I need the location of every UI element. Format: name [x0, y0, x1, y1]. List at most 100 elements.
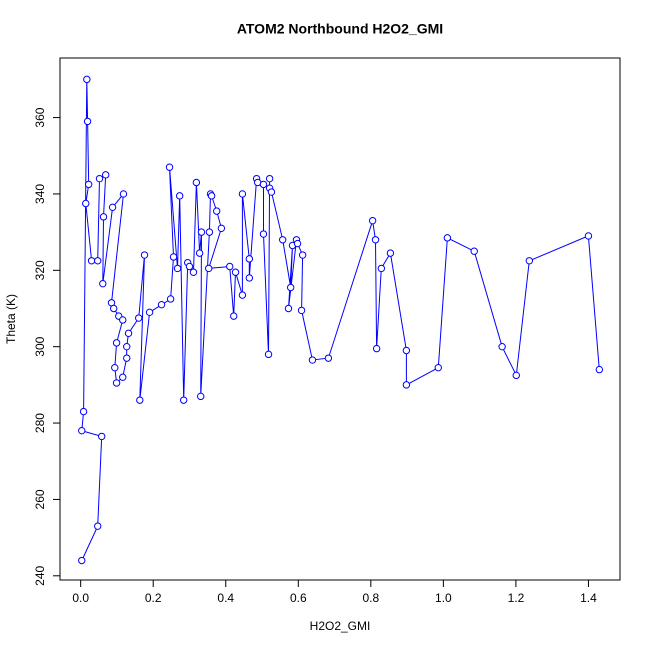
data-point — [207, 192, 216, 200]
y-tick-label: 300 — [33, 336, 47, 356]
data-point — [109, 304, 118, 313]
data-point — [82, 199, 90, 208]
data-point — [189, 268, 198, 276]
data-point — [212, 207, 221, 215]
x-tick-label: 0.0 — [72, 591, 89, 605]
data-point — [185, 262, 194, 271]
data-point — [99, 213, 108, 221]
data-point — [402, 381, 411, 389]
data-point — [298, 251, 307, 259]
data-point — [293, 239, 302, 248]
data-point — [377, 264, 386, 273]
data-point — [259, 230, 268, 238]
data-point — [372, 344, 381, 353]
data-point — [265, 174, 274, 183]
data-point — [169, 253, 178, 261]
y-axis-label: Theta (K) — [4, 294, 18, 344]
data-point — [368, 216, 377, 225]
data-point — [78, 556, 86, 565]
data-point — [136, 396, 144, 404]
data-point — [179, 396, 188, 404]
data-point — [297, 306, 306, 315]
data-line — [81, 79, 600, 561]
data-point — [443, 234, 452, 242]
data-point — [595, 365, 604, 374]
data-point — [112, 339, 121, 347]
data-point — [238, 291, 247, 299]
x-tick-label: 1.2 — [508, 591, 525, 605]
data-point — [434, 363, 442, 372]
plot-frame — [59, 57, 621, 581]
data-point — [402, 346, 411, 355]
data-point — [94, 257, 102, 265]
data-point — [119, 190, 128, 198]
data-point — [245, 255, 254, 263]
data-point — [166, 295, 175, 303]
x-tick-label: 0.4 — [217, 591, 234, 605]
data-point — [584, 232, 593, 240]
data-point — [157, 300, 166, 309]
x-tick-label: 1.0 — [435, 591, 452, 605]
y-tick-label: 240 — [33, 565, 47, 585]
x-tick-label: 0.8 — [362, 591, 379, 605]
data-point — [238, 190, 247, 198]
data-point — [512, 371, 520, 380]
chart-title: ATOM2 Northbound H2O2_GMI — [237, 21, 443, 37]
y-tick-label: 340 — [33, 184, 47, 204]
data-point — [259, 180, 268, 189]
data-point — [371, 236, 380, 244]
data-point — [83, 75, 91, 84]
data-point — [230, 312, 238, 320]
x-axis-label: H2O2_GMI — [310, 619, 371, 633]
data-point — [197, 228, 206, 236]
y-tick-label: 320 — [33, 260, 47, 280]
data-point — [284, 304, 293, 313]
data-point — [498, 342, 506, 351]
data-point — [108, 203, 117, 212]
data-point — [101, 171, 110, 179]
data-point — [119, 373, 127, 381]
data-point — [79, 407, 88, 416]
x-tick-label: 0.6 — [290, 591, 307, 605]
data-point — [286, 283, 295, 292]
data-point — [140, 251, 149, 259]
data-point — [111, 363, 119, 372]
data-point — [205, 264, 213, 273]
data-point — [95, 174, 104, 183]
data-point — [195, 249, 204, 257]
data-point — [226, 262, 234, 271]
y-tick-label: 260 — [33, 489, 47, 509]
data-point — [119, 316, 127, 324]
data-point — [197, 392, 205, 401]
x-tick-label: 0.2 — [145, 591, 162, 605]
data-point — [192, 178, 201, 187]
x-tick-label: 1.4 — [580, 591, 597, 605]
y-tick-label: 280 — [33, 413, 47, 433]
data-point — [264, 350, 273, 359]
data-point — [324, 354, 333, 362]
data-point — [175, 192, 184, 200]
data-point — [231, 268, 240, 276]
data-point — [98, 432, 106, 441]
data-point — [83, 117, 92, 126]
data-point — [245, 274, 254, 282]
data-point — [78, 426, 86, 435]
data-point — [525, 257, 534, 265]
data-point — [145, 308, 154, 317]
data-point — [124, 329, 133, 338]
data-point — [267, 188, 276, 196]
data-point — [470, 247, 478, 255]
data-point — [165, 163, 174, 171]
data-point — [205, 228, 214, 236]
data-point — [135, 314, 143, 322]
data-point — [123, 342, 131, 351]
data-point — [308, 356, 317, 364]
data-point — [217, 224, 226, 233]
data-point — [123, 354, 131, 362]
data-point — [173, 264, 182, 273]
y-tick-label: 360 — [33, 107, 47, 127]
data-point — [278, 236, 287, 244]
data-point — [99, 279, 107, 288]
